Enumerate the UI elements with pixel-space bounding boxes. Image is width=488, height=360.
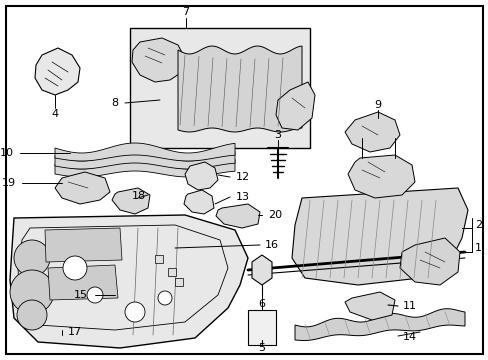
Text: 14: 14 [402,332,416,342]
Polygon shape [291,188,467,285]
Circle shape [63,256,87,280]
Polygon shape [45,228,122,262]
Polygon shape [399,238,459,285]
Polygon shape [55,159,235,177]
Text: 11: 11 [402,301,416,311]
Text: 9: 9 [374,100,381,110]
Circle shape [87,287,103,303]
Bar [130,28,309,148]
Circle shape [10,270,54,314]
Text: 1: 1 [474,243,481,253]
Circle shape [158,291,172,305]
Polygon shape [132,38,184,82]
Circle shape [14,240,50,276]
Bar [247,310,275,345]
Text: 17: 17 [68,327,82,337]
Polygon shape [178,46,302,132]
Text: 13: 13 [236,192,249,202]
Polygon shape [35,48,80,95]
Text: 19: 19 [2,178,16,188]
Text: 2: 2 [474,220,481,230]
Polygon shape [55,143,235,161]
Text: 6: 6 [258,299,265,309]
Text: 15: 15 [74,290,88,300]
Polygon shape [184,162,218,190]
Bar [155,255,163,263]
Bar [168,268,176,276]
Text: 20: 20 [267,210,282,220]
Polygon shape [294,309,464,341]
Polygon shape [10,215,247,348]
Text: 10: 10 [0,148,14,158]
Polygon shape [112,188,150,214]
Text: 7: 7 [182,7,189,17]
Polygon shape [183,190,214,214]
Polygon shape [347,155,414,198]
Circle shape [125,302,145,322]
Text: 3: 3 [274,130,281,140]
Polygon shape [345,292,394,320]
Text: 12: 12 [236,172,250,182]
Text: 18: 18 [132,191,146,201]
Polygon shape [251,255,271,285]
Polygon shape [48,265,118,300]
Polygon shape [275,82,314,130]
Polygon shape [345,112,399,152]
Text: 8: 8 [111,98,118,108]
Polygon shape [216,204,260,228]
Text: 5: 5 [258,343,265,353]
Text: 4: 4 [51,109,59,119]
Polygon shape [55,172,110,204]
Polygon shape [55,151,235,169]
Bar [175,278,183,286]
Circle shape [17,300,47,330]
Text: 16: 16 [264,240,279,250]
